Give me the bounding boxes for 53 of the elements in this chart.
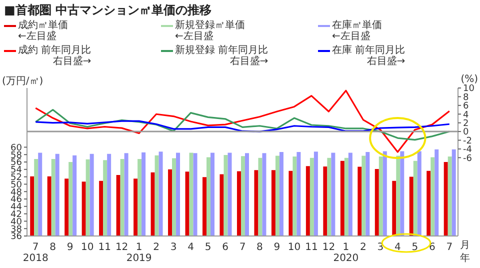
- x-tick-label: 3: [170, 242, 177, 253]
- legend-label: 新規登録㎡単価: [175, 20, 245, 31]
- x-tick-label: 1 2020: [333, 242, 359, 264]
- legend-label: 在庫㎡単価: [332, 20, 382, 31]
- y-axis-title: (万円/㎡): [2, 75, 44, 88]
- x-tick-label: 4: [188, 242, 194, 253]
- line-series: [34, 120, 450, 132]
- x-tick-label: 2: [360, 242, 366, 253]
- x-tick-label: 2: [153, 242, 160, 253]
- x-tick-label: 9: [66, 242, 74, 253]
- legend-label: 成約㎡単価: [18, 20, 68, 31]
- x-tick-label: 12: [322, 242, 336, 253]
- line-series: [34, 90, 450, 153]
- legend-label: 在庫 前年同月比: [332, 45, 406, 56]
- text: 右目盛→: [366, 56, 406, 67]
- x-tick-label: 4: [394, 242, 401, 253]
- chart-title: ■首都圏 中古マンション㎡単価の推移: [4, 2, 212, 19]
- line-series: [34, 108, 450, 141]
- x-tick-label: 7: [239, 242, 246, 253]
- text: ←左目盛: [18, 31, 58, 42]
- y2-tick-label: 0: [463, 128, 469, 138]
- x-tick-label: 11: [305, 242, 318, 253]
- legend-label: 成約 前年同月比: [18, 45, 92, 56]
- y-tick-label: 36: [10, 232, 22, 242]
- x-tick-label: 7 2018: [22, 242, 48, 264]
- x-tick-label: 1 2019: [126, 242, 152, 264]
- x-tick-label: 8: [50, 242, 56, 253]
- y2-axis-title: (%): [460, 74, 478, 85]
- y2-tick-label: 8: [463, 92, 469, 103]
- x-tick-label: 12: [115, 242, 128, 253]
- x-tick-label: 5: [412, 242, 418, 253]
- y2-tick-label: -4: [463, 145, 472, 156]
- x-tick-label: 10: [288, 242, 301, 253]
- y2-tick-label: 10: [463, 84, 475, 94]
- y2-tick-label: 4: [463, 110, 469, 120]
- text: 右目盛→: [52, 56, 92, 67]
- x-tick-label: 5: [204, 242, 212, 253]
- legend-label: 新規登録 前年同月比: [175, 45, 268, 56]
- x-tick-label: 11: [98, 242, 111, 253]
- text: ←左目盛: [332, 31, 372, 42]
- text: 年: [460, 252, 470, 265]
- text: ←左目盛: [175, 31, 214, 42]
- text: 月: [460, 239, 470, 252]
- x-tick-label: 8: [256, 242, 263, 253]
- x-tick-label: 7: [446, 242, 453, 253]
- y2-tick-label: -6: [463, 154, 472, 164]
- x-tick-label: 10: [80, 242, 94, 253]
- y2-tick-label: 6: [463, 102, 469, 112]
- x-tick-label: 6: [222, 242, 228, 253]
- x-tick-label: 9: [274, 242, 280, 253]
- y2-tick-label: 2: [463, 119, 469, 130]
- text: 右目盛→: [228, 56, 268, 67]
- y2-tick-label: -2: [463, 136, 472, 146]
